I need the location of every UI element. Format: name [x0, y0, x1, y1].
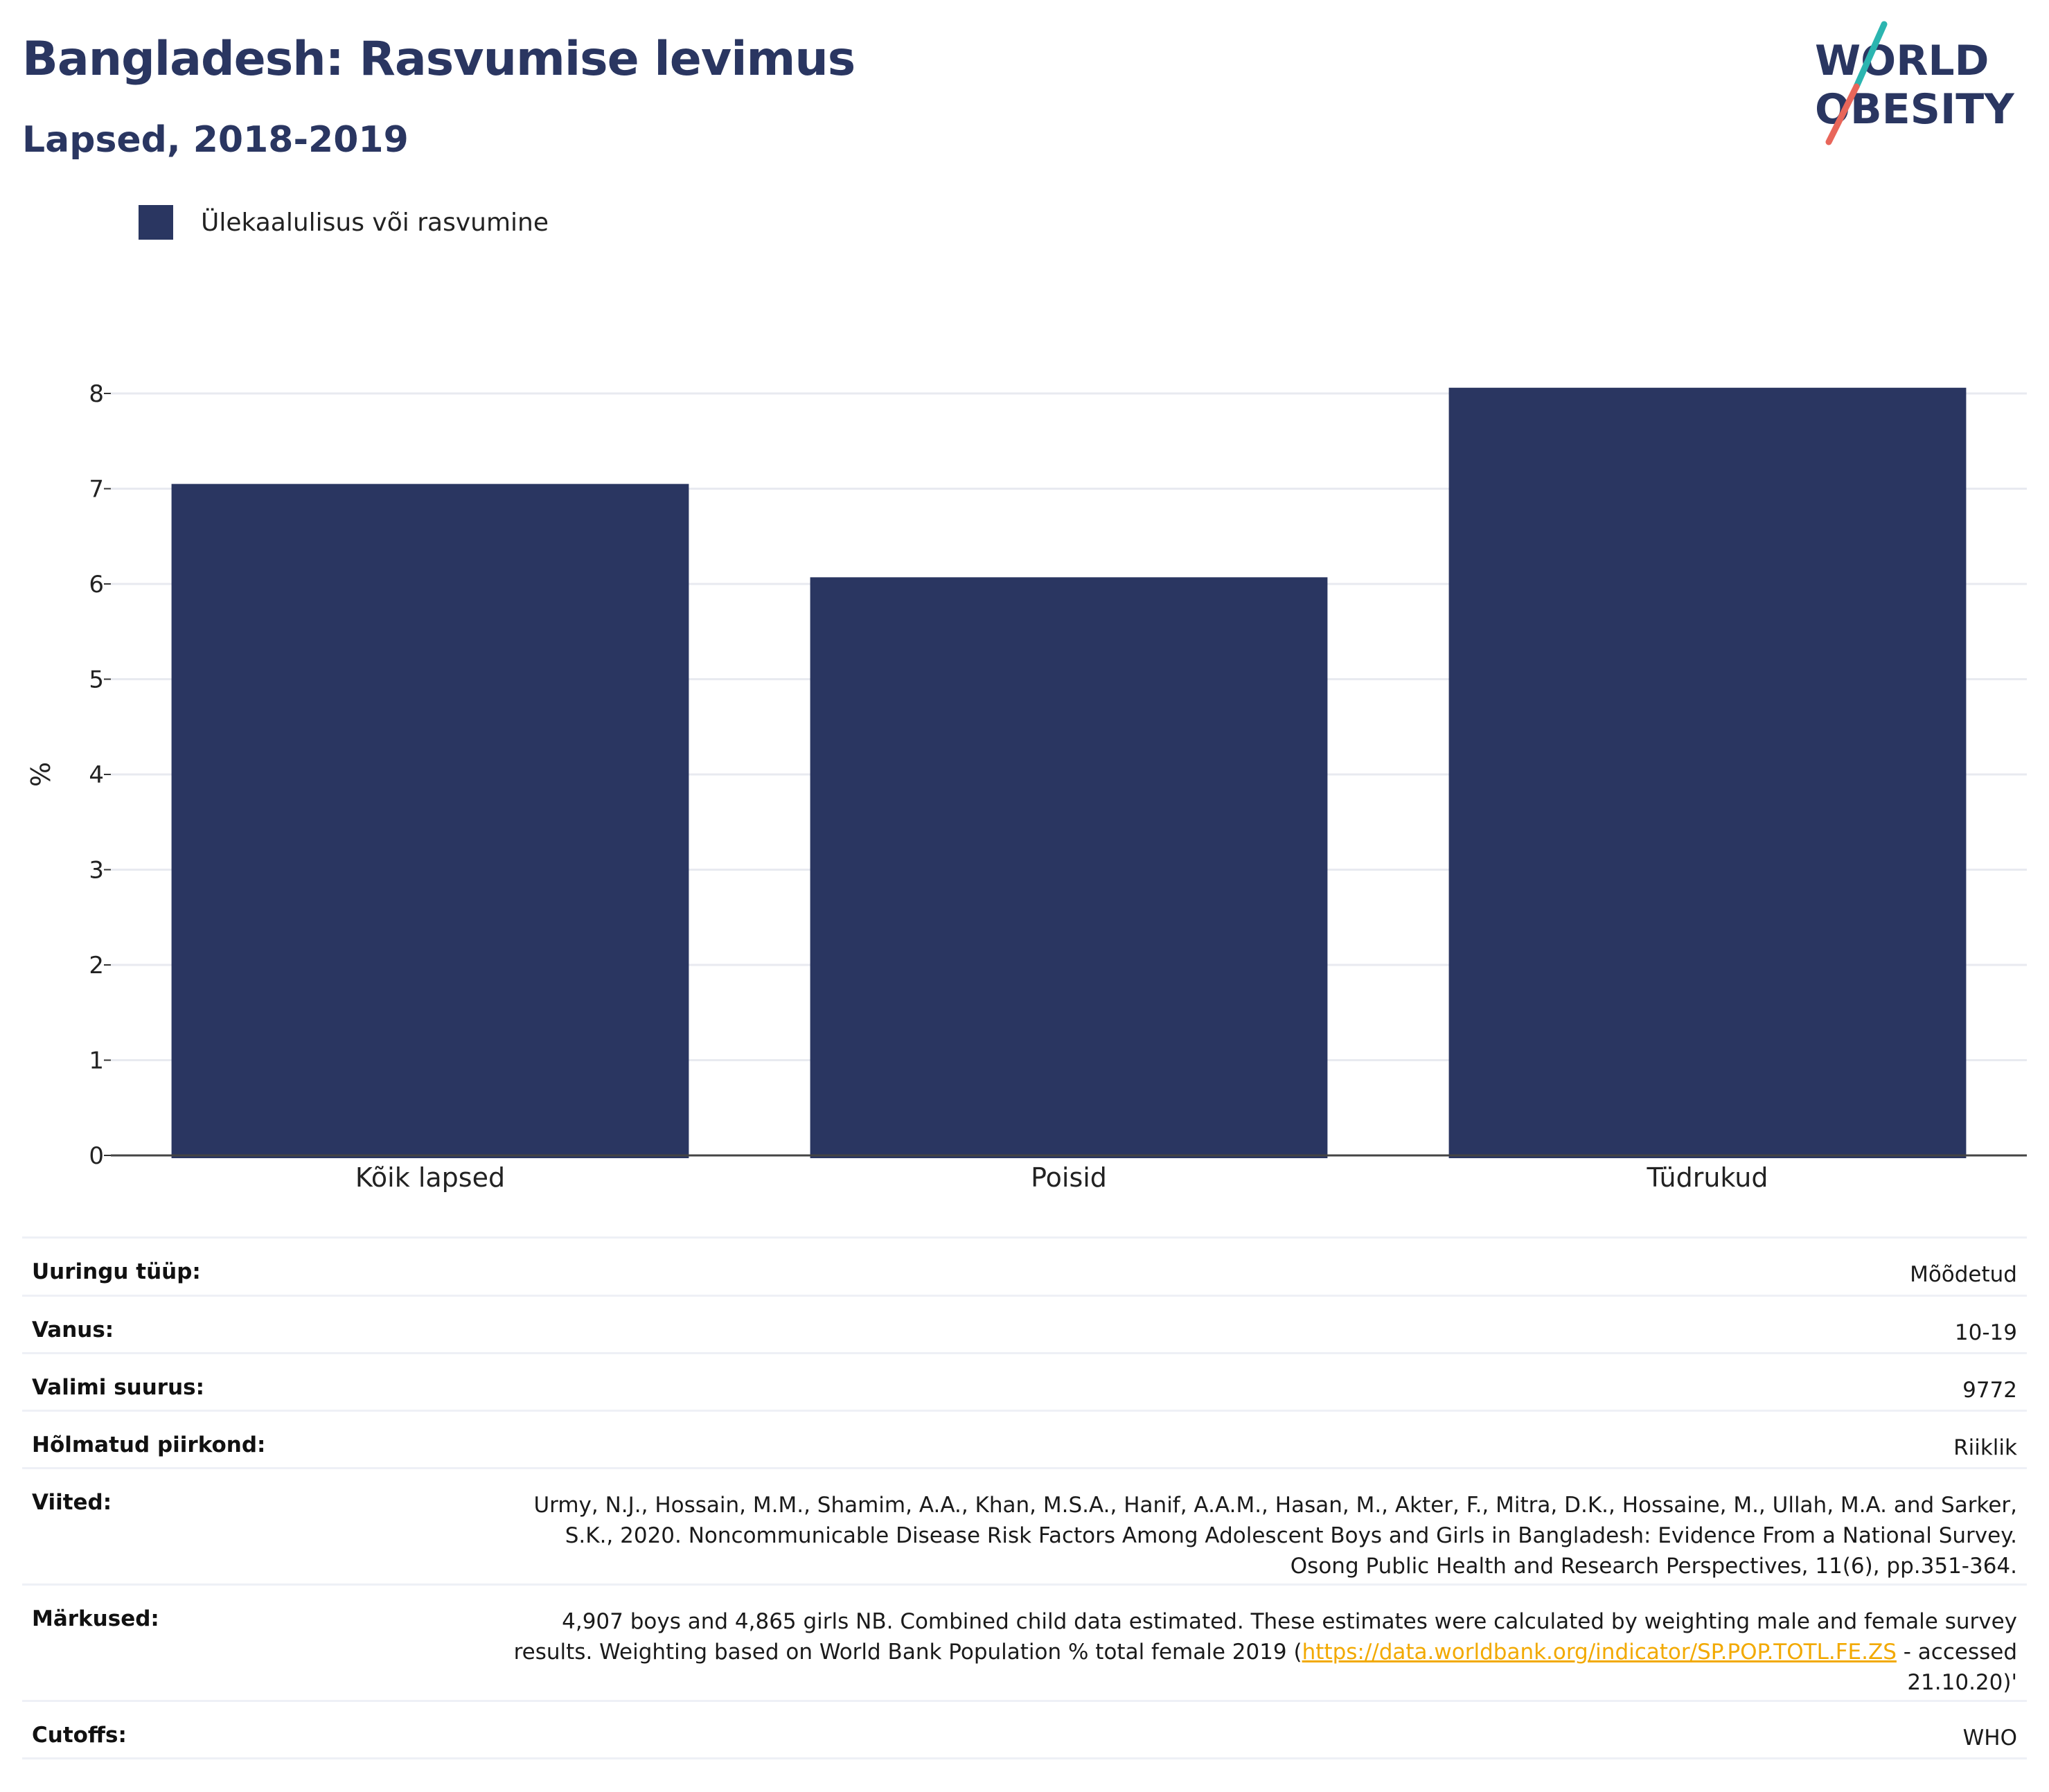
y-tick-label: 5	[89, 666, 104, 694]
y-tick-label: 6	[89, 571, 104, 598]
y-tick-label: 3	[89, 857, 104, 885]
page-subtitle: Lapsed, 2018-2019	[22, 119, 409, 161]
y-tick-label: 1	[89, 1047, 104, 1075]
legend-swatch	[139, 205, 173, 240]
y-tick-label: 7	[89, 476, 104, 504]
bar-chart: 0 1 2 3 4 5 6 7 8% Kõik lapsed Poisid Tüdrukud	[26, 380, 2027, 1193]
x-tick-label: Kõik lapsed	[355, 1162, 505, 1193]
y-axis-label: %	[26, 762, 56, 787]
info-row-survey-type: Uuringu tüüp: Mõõdetud	[22, 1239, 2027, 1297]
bar	[1448, 387, 1967, 1158]
legend-label: Ülekaalulisus või rasvumine	[201, 208, 549, 237]
info-label: Vanus:	[32, 1318, 114, 1342]
info-value: 10-19	[1954, 1320, 2017, 1345]
bar	[171, 484, 689, 1158]
info-value: 4,907 boys and 4,865 girls NB. Combined …	[507, 1606, 2017, 1698]
info-label: Valimi suurus:	[32, 1375, 204, 1400]
x-tick-label: Poisid	[1031, 1162, 1107, 1193]
info-value: 9772	[1962, 1378, 2017, 1403]
info-label: Hõlmatud piirkond:	[32, 1432, 266, 1457]
world-obesity-logo: WORLD OBESITY	[1815, 21, 2015, 145]
notes-text: 4,907 boys and 4,865 girls NB. Combined …	[513, 1609, 2017, 1665]
info-row-notes: Märkused: 4,907 boys and 4,865 girls NB.…	[22, 1586, 2027, 1702]
info-row-sample-size: Valimi suurus: 9772	[22, 1354, 2027, 1412]
logo-slash-bottom	[1825, 83, 1860, 145]
y-tick-label: 8	[89, 380, 104, 408]
info-label: Uuringu tüüp:	[32, 1259, 201, 1284]
chart-legend: Ülekaalulisus või rasvumine	[139, 205, 549, 240]
notes-text-end: - accessed 21.10.20)'	[1896, 1640, 2017, 1695]
info-value: Riiklik	[1953, 1435, 2017, 1460]
info-label: Märkused:	[32, 1606, 159, 1631]
info-label: Viited:	[32, 1490, 112, 1515]
page-title: Bangladesh: Rasvumise levimus	[22, 32, 855, 87]
bar	[810, 577, 1328, 1158]
y-tick-label: 2	[89, 952, 104, 979]
info-label: Cutoffs:	[32, 1723, 127, 1748]
info-row-references: Viited: Urmy, N.J., Hossain, M.M., Shami…	[22, 1469, 2027, 1586]
info-table: Uuringu tüüp: Mõõdetud Vanus: 10-19 Vali…	[22, 1236, 2027, 1759]
worldbank-link[interactable]: https://data.worldbank.org/indicator/SP.…	[1302, 1640, 1897, 1665]
y-tick-label: 4	[89, 761, 104, 789]
info-row-cutoffs: Cutoffs: WHO	[22, 1702, 2027, 1759]
info-value: Urmy, N.J., Hossain, M.M., Shamim, A.A.,…	[533, 1493, 2017, 1579]
y-tick-label: 0	[89, 1142, 104, 1170]
logo-word-world: WORLD	[1815, 37, 1989, 85]
logo-slash-top	[1853, 21, 1888, 90]
info-row-age: Vanus: 10-19	[22, 1297, 2027, 1354]
info-value: Mõõdetud	[1910, 1262, 2017, 1287]
x-tick-label: Tüdrukud	[1647, 1162, 1768, 1193]
info-value: WHO	[1962, 1726, 2017, 1750]
info-row-region: Hõlmatud piirkond: Riiklik	[22, 1412, 2027, 1469]
